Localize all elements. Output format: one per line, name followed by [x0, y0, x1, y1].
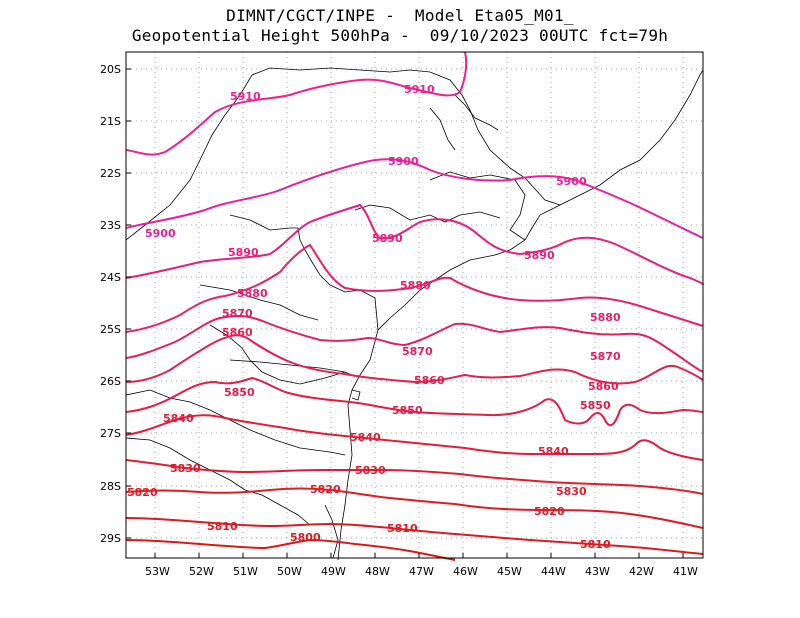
lon-tick-label: 49W [321, 565, 346, 578]
lon-tick-label: 51W [233, 565, 258, 578]
sp-inner-border [354, 204, 501, 223]
coastlines-and-borders [125, 67, 704, 561]
atlantic-coastline [337, 69, 704, 561]
lon-tick-label: 47W [409, 565, 434, 578]
label-5850: 5850 [392, 404, 423, 417]
uruguay-border [125, 437, 311, 526]
label-5860: 5860 [588, 380, 619, 393]
contour-5810 [125, 517, 704, 555]
contour-labels: 5910 5910 5900 5900 5900 5890 5890 5890 … [127, 83, 621, 551]
label-5830: 5830 [355, 464, 386, 477]
label-5800: 5800 [290, 531, 321, 544]
lon-tick-label: 48W [365, 565, 390, 578]
lat-tick-label: 28S [100, 480, 121, 493]
ms-border [125, 74, 253, 241]
mg-rj-border [429, 171, 526, 241]
argentina-border-north [209, 324, 346, 385]
label-5870: 5870 [222, 307, 253, 320]
contour-5820 [125, 487, 704, 529]
lon-tick-label: 44W [541, 565, 566, 578]
rio-doce [454, 94, 499, 131]
paraguay-border [199, 284, 319, 321]
contour-lines [125, 51, 704, 561]
lon-tick-label: 50W [277, 565, 302, 578]
label-5820: 5820 [534, 505, 565, 518]
label-5810: 5810 [207, 520, 238, 533]
label-5880: 5880 [237, 287, 268, 300]
label-5910: 5910 [404, 83, 435, 96]
contour-5840 [125, 414, 704, 461]
map-frame [125, 51, 704, 559]
grid-lines [126, 52, 703, 558]
latitude-labels: 20S 21S 22S 23S 24S 25S 26S 27S 28S 29S [100, 63, 121, 545]
label-5850: 5850 [224, 386, 255, 399]
parana-border [297, 227, 379, 331]
contour-5800 [125, 538, 456, 561]
contour-5900-north [125, 158, 704, 239]
lat-tick-label: 22S [100, 167, 121, 180]
chart-title-line2: Geopotential Height 500hPa - 09/10/2023 … [131, 26, 669, 45]
label-5870: 5870 [402, 345, 433, 358]
label-5840: 5840 [350, 431, 381, 444]
contour-5880 [125, 243, 704, 333]
label-5820: 5820 [310, 483, 341, 496]
label-5860: 5860 [414, 374, 445, 387]
lon-tick-label: 42W [629, 565, 654, 578]
label-5860: 5860 [222, 326, 253, 339]
contour-5890 [125, 203, 704, 286]
label-5840: 5840 [163, 412, 194, 425]
lon-tick-label: 46W [453, 565, 478, 578]
lat-tick-label: 29S [100, 532, 121, 545]
lat-tick-label: 27S [100, 427, 121, 440]
label-5830: 5830 [170, 462, 201, 475]
lon-tick-label: 41W [673, 565, 698, 578]
lat-tick-label: 25S [100, 323, 121, 336]
lat-tick-label: 24S [100, 271, 121, 284]
lat-tick-label: 26S [100, 375, 121, 388]
label-5880: 5880 [400, 279, 431, 292]
contour-5830 [125, 459, 704, 495]
rs-border [125, 389, 346, 456]
contour-5870 [125, 314, 704, 373]
label-5820: 5820 [127, 486, 158, 499]
lon-tick-label: 53W [145, 565, 170, 578]
lat-tick-label: 23S [100, 219, 121, 232]
contour-5850 [125, 376, 704, 427]
label-5890: 5890 [372, 232, 403, 245]
label-5850: 5850 [580, 399, 611, 412]
label-5900: 5900 [145, 227, 176, 240]
contour-5860 [125, 334, 704, 385]
label-5890: 5890 [524, 249, 555, 262]
tick-marks [126, 68, 684, 558]
lat-tick-label: 21S [100, 115, 121, 128]
label-5890: 5890 [228, 246, 259, 259]
label-5900: 5900 [388, 155, 419, 168]
label-5870: 5870 [590, 350, 621, 363]
label-5830: 5830 [556, 485, 587, 498]
label-5810: 5810 [580, 538, 611, 551]
longitude-labels: 53W 52W 51W 50W 49W 48W 47W 46W 45W 44W … [145, 565, 698, 578]
parana-river [229, 214, 298, 231]
lat-tick-label: 20S [100, 63, 121, 76]
sp-mg-border [251, 67, 561, 206]
contour-5910 [125, 51, 468, 156]
label-5810: 5810 [387, 522, 418, 535]
lon-tick-label: 52W [189, 565, 214, 578]
sao-francisco-bay [351, 389, 361, 401]
lon-tick-label: 45W [497, 565, 522, 578]
lon-tick-label: 43W [585, 565, 610, 578]
label-5900: 5900 [556, 175, 587, 188]
rio-grande [429, 107, 456, 151]
label-5910: 5910 [230, 90, 261, 103]
label-5880: 5880 [590, 311, 621, 324]
chart-title-line1: DIMNT/CGCT/INPE - Model Eta05_M01_ [226, 6, 574, 25]
lagoa-dos-patos [324, 504, 339, 559]
label-5840: 5840 [538, 445, 569, 458]
